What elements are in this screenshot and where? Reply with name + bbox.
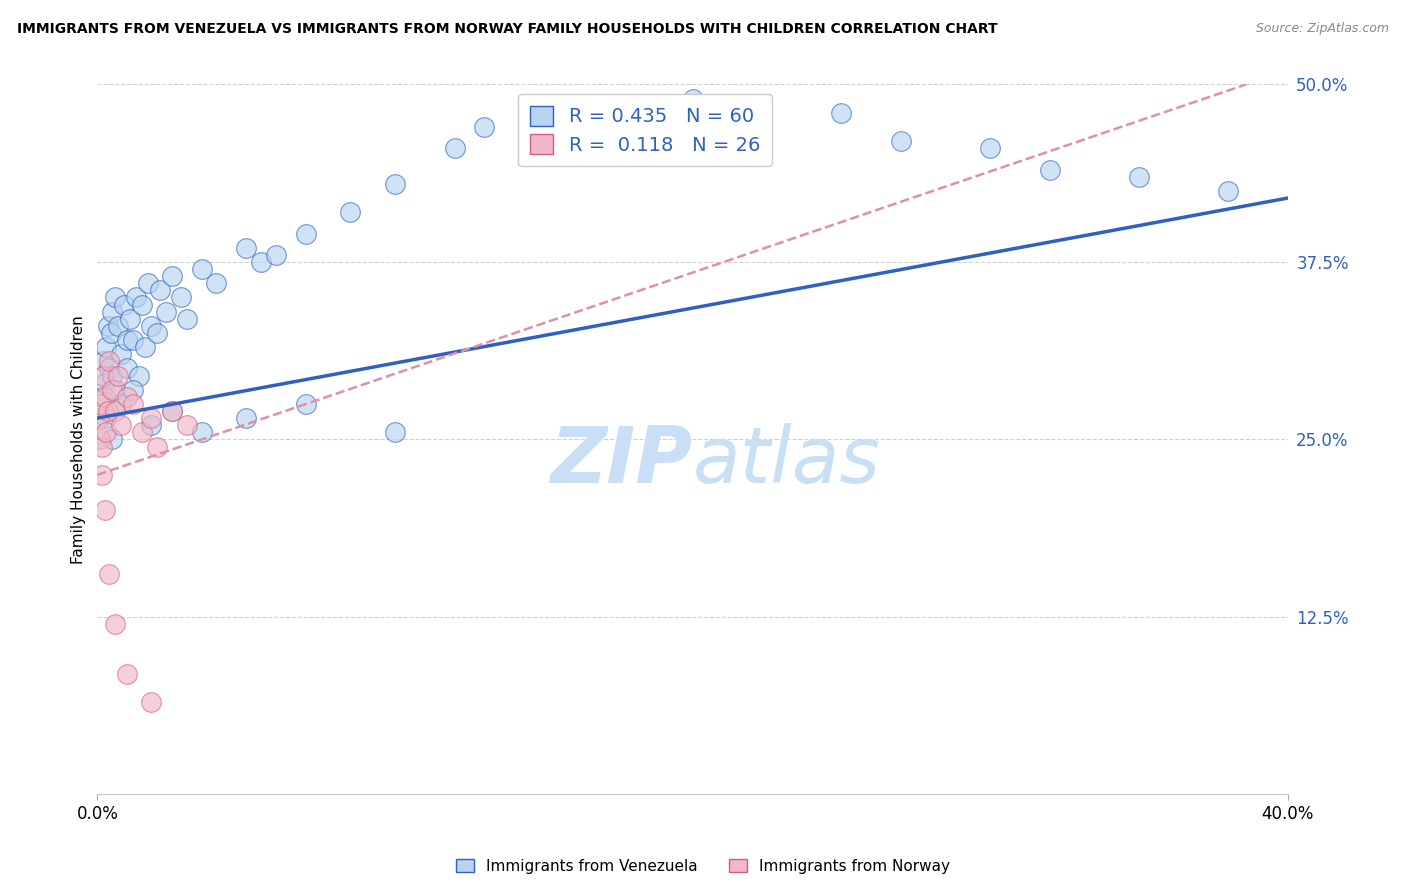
Text: IMMIGRANTS FROM VENEZUELA VS IMMIGRANTS FROM NORWAY FAMILY HOUSEHOLDS WITH CHILD: IMMIGRANTS FROM VENEZUELA VS IMMIGRANTS … xyxy=(17,22,997,37)
Point xyxy=(100,326,122,340)
Point xyxy=(122,397,145,411)
Point xyxy=(339,205,361,219)
Point xyxy=(472,120,495,134)
Point xyxy=(533,99,555,113)
Point xyxy=(98,567,121,582)
Point xyxy=(384,425,406,440)
Point xyxy=(115,666,138,681)
Point xyxy=(155,304,177,318)
Point xyxy=(101,368,124,383)
Point xyxy=(115,390,138,404)
Point xyxy=(90,390,112,404)
Point xyxy=(120,311,142,326)
Point xyxy=(104,617,127,632)
Point xyxy=(136,277,159,291)
Point xyxy=(107,318,129,333)
Point xyxy=(94,376,117,390)
Point xyxy=(112,297,135,311)
Text: Source: ZipAtlas.com: Source: ZipAtlas.com xyxy=(1256,22,1389,36)
Point xyxy=(94,503,117,517)
Point xyxy=(122,333,145,347)
Point xyxy=(131,425,153,440)
Text: atlas: atlas xyxy=(693,423,880,499)
Point xyxy=(101,383,124,397)
Point xyxy=(139,411,162,425)
Point xyxy=(741,112,763,127)
Point xyxy=(90,467,112,482)
Point xyxy=(830,105,852,120)
Point xyxy=(294,227,316,241)
Point xyxy=(89,397,111,411)
Point xyxy=(294,397,316,411)
Point xyxy=(89,433,111,447)
Point xyxy=(87,411,110,425)
Point xyxy=(146,440,169,454)
Point xyxy=(443,141,465,155)
Point xyxy=(160,269,183,284)
Point xyxy=(110,397,132,411)
Point xyxy=(115,361,138,376)
Point xyxy=(264,248,287,262)
Point xyxy=(190,425,212,440)
Point xyxy=(149,283,172,297)
Point xyxy=(139,695,162,709)
Point xyxy=(98,354,121,368)
Y-axis label: Family Households with Children: Family Households with Children xyxy=(72,315,86,564)
Point xyxy=(104,290,127,304)
Point xyxy=(91,368,114,383)
Point xyxy=(139,318,162,333)
Point xyxy=(176,418,198,433)
Point xyxy=(104,404,127,418)
Point xyxy=(1218,184,1240,198)
Point xyxy=(176,311,198,326)
Point xyxy=(621,120,644,134)
Point xyxy=(190,262,212,277)
Point xyxy=(110,418,132,433)
Point xyxy=(170,290,193,304)
Point xyxy=(122,383,145,397)
Point xyxy=(139,418,162,433)
Point xyxy=(979,141,1001,155)
Point xyxy=(98,361,121,376)
Point xyxy=(235,411,257,425)
Point xyxy=(128,368,150,383)
Point xyxy=(96,340,118,354)
Point xyxy=(160,404,183,418)
Point xyxy=(1128,169,1150,184)
Point xyxy=(115,333,138,347)
Point xyxy=(90,440,112,454)
Point xyxy=(384,177,406,191)
Point xyxy=(890,134,912,148)
Point xyxy=(146,326,169,340)
Text: ZIP: ZIP xyxy=(550,423,693,499)
Point xyxy=(160,404,183,418)
Point xyxy=(235,241,257,255)
Point xyxy=(97,404,120,418)
Point xyxy=(131,297,153,311)
Point xyxy=(134,340,156,354)
Legend: R = 0.435   N = 60, R =  0.118   N = 26: R = 0.435 N = 60, R = 0.118 N = 26 xyxy=(519,95,772,166)
Point xyxy=(110,347,132,361)
Point xyxy=(96,411,118,425)
Legend: Immigrants from Venezuela, Immigrants from Norway: Immigrants from Venezuela, Immigrants fr… xyxy=(450,853,956,880)
Point xyxy=(101,304,124,318)
Point xyxy=(682,92,704,106)
Point xyxy=(96,425,118,440)
Point xyxy=(250,255,273,269)
Point xyxy=(91,354,114,368)
Point xyxy=(205,277,228,291)
Point xyxy=(125,290,148,304)
Point xyxy=(94,390,117,404)
Point xyxy=(101,433,124,447)
Point xyxy=(1039,162,1062,177)
Point xyxy=(107,368,129,383)
Point xyxy=(97,318,120,333)
Point xyxy=(104,383,127,397)
